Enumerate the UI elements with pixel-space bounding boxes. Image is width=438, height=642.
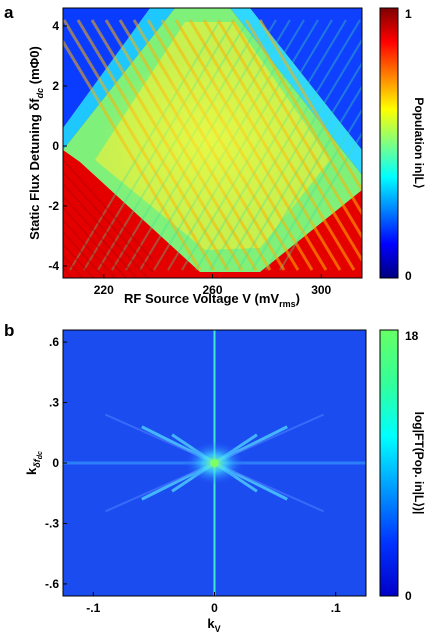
chart-a-y-tick-label: 2 <box>52 79 59 93</box>
panel-a: a 220 260 300 4 2 0 -2 -4 RF Source Voltage V … <box>0 0 438 320</box>
fringe-line <box>63 171 154 273</box>
x-axis-b: -.1 0 .1 <box>86 592 341 615</box>
chart-b-y-tick-label: .3 <box>49 396 59 410</box>
fringe-line <box>279 131 362 271</box>
fringe-line <box>63 219 117 278</box>
x-axis-label-b: kV <box>207 616 220 634</box>
x-axis-label-a-end: ) <box>296 291 300 306</box>
chart-a-x-tick-label: 220 <box>94 283 114 297</box>
y-axis-b: .6 .3 0 -.3 -.6 <box>45 335 67 591</box>
fringe-line <box>63 195 139 278</box>
chart-a-svg: a 220 260 300 4 2 0 -2 -4 RF Source Voltage V … <box>4 3 426 309</box>
fringe-line <box>63 183 149 278</box>
colorbar-b-max-label: 18 <box>405 329 419 343</box>
fringe-line <box>63 159 154 261</box>
chart-b-svg: b -.1 0.1 .6.30-.3-.6 kV kδfdc 18 0 log|F… <box>4 321 426 634</box>
colorbar-b-min-label: 0 <box>405 589 412 603</box>
chart-a-x-tick-label: 260 <box>202 283 222 297</box>
panel-b: b -.1 0.1 .6.3 0 -.3 -.6 kV kδfdc 18 0 log|F… <box>0 320 438 642</box>
fringe-line <box>63 255 85 278</box>
chart-b-y-tick-label: 0 <box>52 456 59 470</box>
chart-b-y-tick-label: -.3 <box>45 516 59 530</box>
fringe-line <box>63 231 106 278</box>
colorbar-a-max-label: 1 <box>405 7 412 21</box>
spectral-center-peak <box>210 459 219 467</box>
fringe-line <box>251 84 362 271</box>
y-axis-label-b-subsub: dc <box>37 451 44 459</box>
fringe-line <box>244 19 362 217</box>
fringe-line <box>63 207 128 278</box>
y-axis-a: 4 2 0 -2 -4 <box>48 19 67 273</box>
chart-a-x-tick-label: 300 <box>311 283 331 297</box>
x-axis-a: 220 260 300 <box>94 274 332 297</box>
x-axis-label-a-main: RF Source Voltage V (mV <box>124 291 279 306</box>
colorbar-b <box>379 329 399 597</box>
x-axis-label-a-sub: rms <box>279 299 296 309</box>
colorbar-a <box>379 7 399 279</box>
y-axis-label-a-end: (mΦ0) <box>27 46 42 88</box>
x-axis-label-b-main: k <box>207 616 215 631</box>
chart-a-y-tick-label: 4 <box>52 19 59 33</box>
y-axis-label-a-main: Static Flux Detuning δf <box>27 98 42 240</box>
chart-b-x-tick-label: -.1 <box>86 601 100 615</box>
x-axis-label-a: RF Source Voltage V (mVrms) <box>124 291 300 309</box>
heatmap-a-glow <box>100 50 320 230</box>
chart-b-y-tick-label: .6 <box>49 335 59 349</box>
y-axis-label-b-sub: δf <box>32 458 42 467</box>
chart-b-y-tick-label: -.6 <box>45 577 59 591</box>
heatmap-b <box>63 330 366 596</box>
chart-a-y-tick-label: -2 <box>48 199 59 213</box>
y-axis-label-b: kδfdc <box>24 451 44 475</box>
fringe-line <box>265 108 362 271</box>
chart-b-x-tick-label: 0 <box>211 601 218 615</box>
heatmap-a <box>63 8 362 278</box>
chart-a-y-tick-label: -4 <box>48 259 59 273</box>
x-axis-label-b-sub: V <box>215 624 221 634</box>
y-axis-label-a-sub: dc <box>35 88 45 99</box>
fringe-line <box>258 19 362 193</box>
fringe-line <box>63 243 95 278</box>
colorbar-a-label: Population in|L⟩ <box>412 97 426 188</box>
y-axis-label-a: Static Flux Detuning δfdc (mΦ0) <box>27 46 45 240</box>
heatmap-b-features <box>63 330 366 596</box>
panel-letter-b: b <box>4 321 14 340</box>
y-axis-label-b-main: k <box>24 467 39 475</box>
chart-b-x-tick-label: .1 <box>331 601 341 615</box>
chart-a-y-tick-label: 0 <box>52 139 59 153</box>
panel-letter-a: a <box>4 3 14 22</box>
colorbar-b-label: log|FT(Pop. in|L⟩)| <box>412 412 426 515</box>
colorbar-a-min-label: 0 <box>405 269 412 283</box>
